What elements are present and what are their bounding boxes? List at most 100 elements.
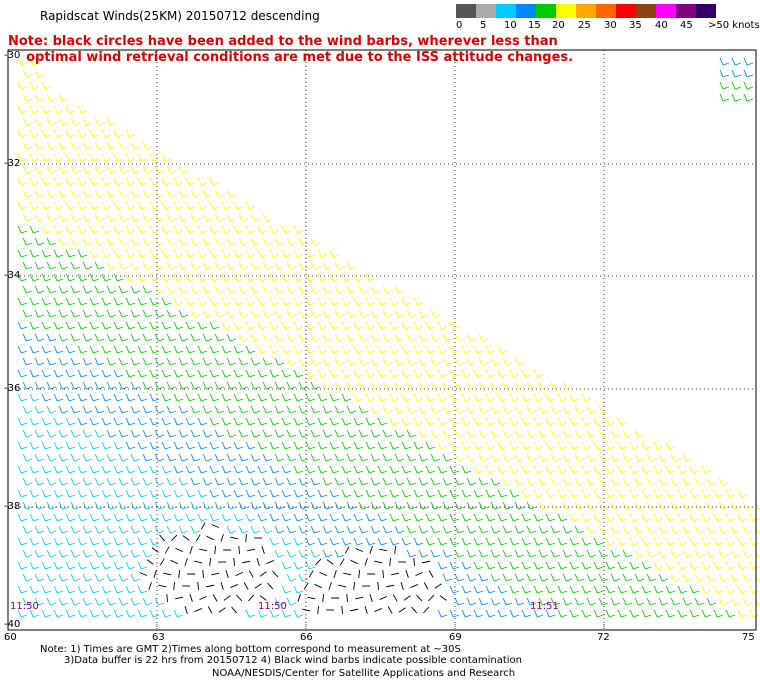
wind-barb: [130, 333, 141, 342]
wind-barb: [281, 585, 292, 594]
wind-barb: [442, 405, 453, 414]
wind-barb: [106, 405, 117, 414]
wind-barb: [386, 584, 395, 588]
colorbar-swatch: [616, 4, 636, 18]
wind-barb: [430, 549, 441, 558]
wind-barb: [502, 357, 513, 366]
wind-barb: [53, 513, 64, 522]
colorbar-swatch: [596, 4, 616, 18]
wind-barb: [641, 609, 652, 618]
wind-barb: [214, 333, 225, 342]
wind-barb: [314, 583, 322, 589]
wind-barb: [413, 321, 424, 330]
wind-barb: [682, 477, 693, 486]
wind-barb: [718, 549, 729, 558]
wind-barb: [389, 557, 392, 567]
wind-barb: [605, 609, 616, 618]
wind-barb: [245, 249, 256, 258]
wind-barb: [317, 345, 328, 354]
wind-barb: [466, 453, 477, 462]
wind-barb: [238, 477, 249, 486]
wind-barb: [113, 249, 124, 258]
wind-barb: [305, 465, 316, 474]
lat-label-40: -40: [4, 619, 21, 630]
wind-barb: [394, 357, 405, 366]
wind-barb: [653, 609, 664, 618]
wind-barb: [725, 561, 736, 570]
wind-barb: [610, 597, 621, 606]
wind-barb: [305, 561, 316, 570]
wind-barb: [629, 465, 640, 474]
wind-barb: [521, 609, 532, 618]
wind-barbs: [17, 57, 760, 618]
wind-barb: [526, 525, 537, 534]
colorbar-swatch: [496, 4, 516, 18]
wind-barb: [77, 297, 88, 306]
wind-barb: [211, 572, 220, 576]
wind-barb: [574, 573, 585, 582]
wind-barb: [29, 513, 40, 522]
wind-barb: [430, 429, 441, 438]
wind-barb: [113, 513, 124, 522]
wind-barb: [77, 513, 88, 522]
wind-barb: [338, 584, 347, 588]
wind-barb: [485, 393, 496, 402]
wind-barb: [46, 309, 57, 318]
wind-barb: [538, 597, 549, 606]
wind-barb: [257, 489, 268, 498]
wind-barb: [701, 465, 712, 474]
wind-barb: [233, 297, 244, 306]
wind-barb: [269, 369, 280, 378]
wind-barb: [173, 393, 184, 402]
wind-barb: [17, 225, 28, 234]
wind-barb: [46, 333, 57, 342]
wind-barb: [226, 453, 237, 462]
wind-barb: [718, 573, 729, 582]
wind-barb: [677, 537, 688, 546]
wind-barb: [550, 501, 561, 510]
wind-barb: [89, 537, 100, 546]
wind-barb: [725, 537, 736, 546]
wind-barb: [617, 489, 628, 498]
wind-barb: [118, 333, 129, 342]
wind-barb: [89, 201, 100, 210]
wind-barb: [94, 165, 105, 174]
wind-barb: [161, 393, 172, 402]
wind-barb: [58, 453, 69, 462]
wind-barb: [209, 177, 220, 186]
wind-barb: [293, 441, 304, 450]
wind-barb: [230, 536, 239, 540]
wind-barb: [370, 405, 381, 414]
wind-barb: [101, 225, 112, 234]
wind-barb: [209, 249, 220, 258]
wind-barb: [598, 477, 609, 486]
wind-barb: [46, 141, 57, 150]
wind-barb: [41, 345, 52, 354]
wind-barb: [538, 381, 549, 390]
wind-barb: [538, 477, 549, 486]
wind-barb: [490, 357, 501, 366]
wind-barb: [94, 549, 105, 558]
wind-barb: [418, 309, 429, 318]
wind-barb: [22, 525, 33, 534]
wind-barb: [113, 177, 124, 186]
wind-barb: [269, 513, 280, 522]
wind-barb: [569, 417, 580, 426]
wind-barb: [293, 297, 304, 306]
wind-barb: [221, 225, 232, 234]
wind-barb: [154, 525, 165, 534]
wind-barb: [305, 321, 316, 330]
wind-barb: [89, 513, 100, 522]
wind-barb: [310, 477, 321, 486]
wind-barb: [310, 285, 321, 294]
wind-barb: [238, 429, 249, 438]
wind-barb: [154, 429, 165, 438]
wind-barb: [629, 441, 640, 450]
wind-barb: [214, 405, 225, 414]
wind-barb: [118, 141, 129, 150]
wind-barb: [581, 537, 592, 546]
wind-barb: [149, 321, 160, 330]
wind-barb: [422, 560, 431, 564]
wind-barb: [346, 381, 357, 390]
wind-barb: [346, 309, 357, 318]
